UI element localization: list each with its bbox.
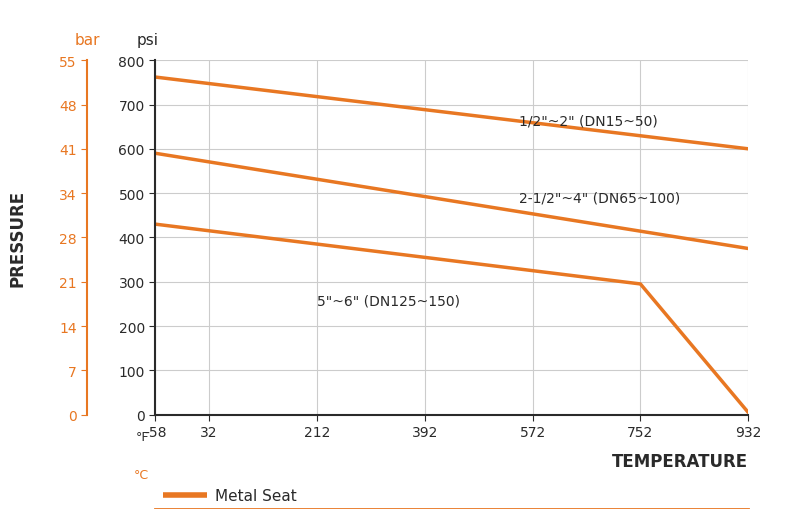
Text: 2-1/2"~4" (DN65~100): 2-1/2"~4" (DN65~100) xyxy=(520,191,681,205)
Text: 1/2"~2" (DN15~50): 1/2"~2" (DN15~50) xyxy=(520,114,658,128)
Text: TEMPERATURE: TEMPERATURE xyxy=(612,451,748,470)
Text: PRESSURE: PRESSURE xyxy=(9,189,26,287)
Text: 5"~6" (DN125~150): 5"~6" (DN125~150) xyxy=(317,294,460,308)
Text: °F: °F xyxy=(135,430,149,443)
Text: °C: °C xyxy=(134,468,149,482)
Text: Metal Seat: Metal Seat xyxy=(215,488,297,503)
Text: bar: bar xyxy=(74,34,100,48)
Text: psi: psi xyxy=(136,34,158,48)
